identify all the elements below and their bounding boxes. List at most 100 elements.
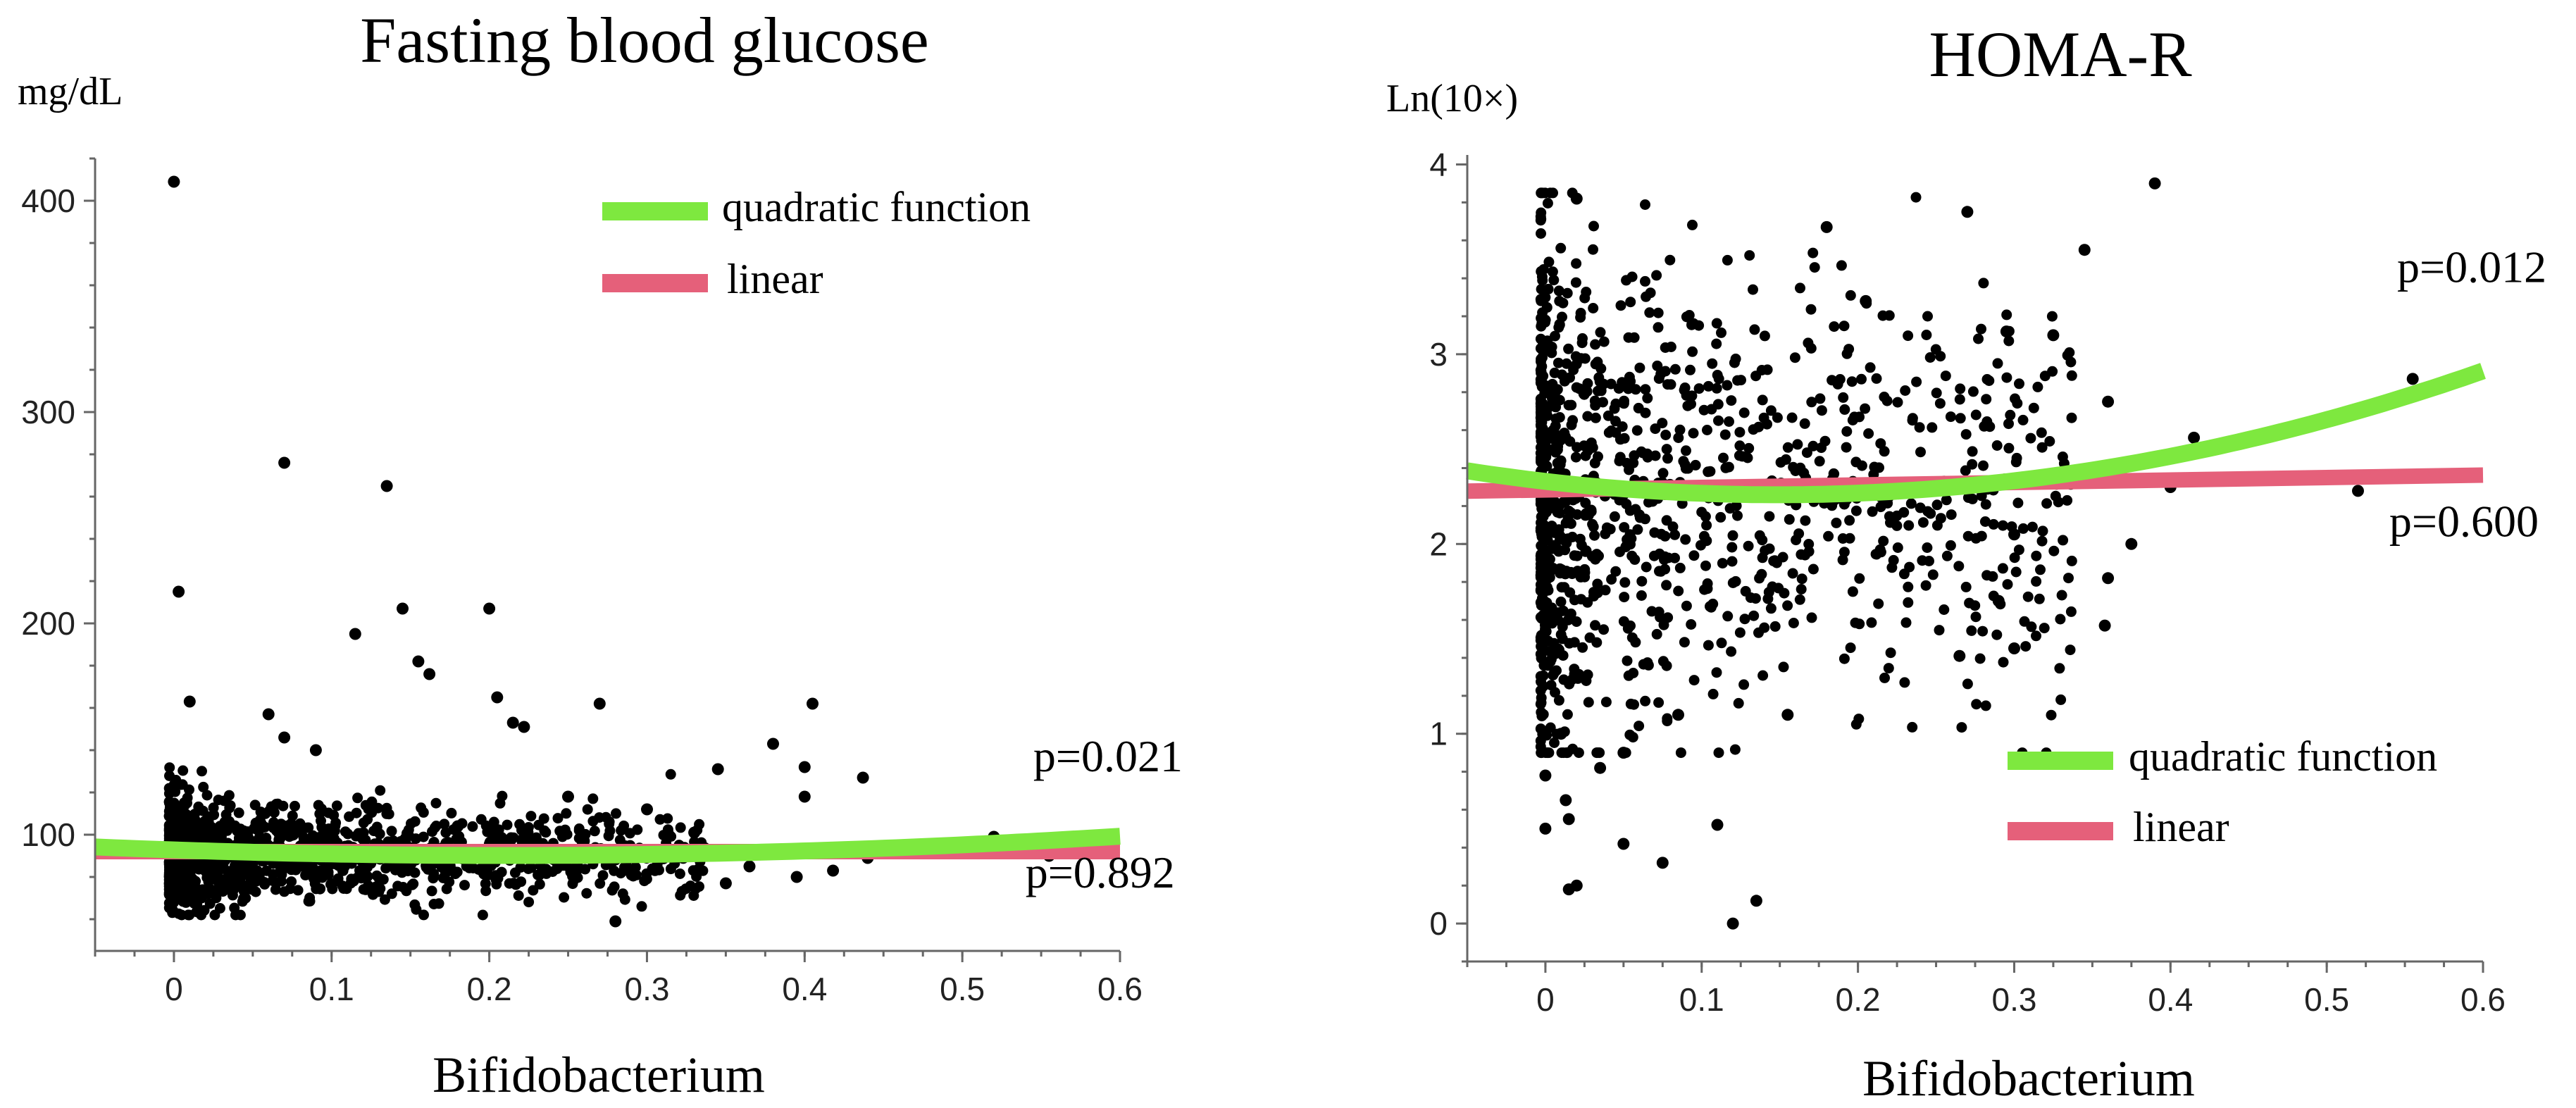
data-point: [1930, 344, 1941, 355]
data-point: [1686, 399, 1696, 410]
data-point: [1841, 348, 1853, 359]
data-point: [1553, 546, 1564, 557]
data-point: [1705, 602, 1717, 613]
data-point: [1605, 378, 1617, 390]
legend: quadratic function linear: [2008, 733, 2437, 850]
y-axis-unit: mg/dL: [18, 70, 123, 113]
data-point: [193, 891, 204, 902]
data-point: [1722, 380, 1733, 391]
data-point: [366, 807, 378, 818]
data-point: [433, 898, 444, 909]
data-point: [1715, 511, 1726, 523]
data-point: [1618, 398, 1629, 409]
data-point: [164, 802, 175, 813]
data-point: [359, 871, 371, 882]
data-point: [1962, 530, 1974, 542]
data-point: [1631, 425, 1643, 436]
data-point: [1881, 395, 1893, 406]
data-point: [1844, 533, 1855, 544]
scatter-points: [1535, 177, 2419, 930]
data-point: [214, 903, 225, 914]
data-point: [1634, 721, 1645, 732]
ticks: 0 0.1 0.2 0.3 0.4 0.5 0.6 100 200 300 400: [21, 157, 1143, 1007]
data-point: [688, 826, 701, 839]
data-point: [506, 832, 516, 843]
data-point: [1827, 375, 1838, 386]
data-point: [163, 788, 175, 799]
data-point: [1661, 515, 1672, 526]
data-point: [711, 763, 724, 776]
data-point: [1570, 879, 1583, 892]
data-point: [1898, 506, 1910, 518]
data-point: [2020, 641, 2031, 652]
data-point: [1581, 287, 1592, 297]
data-point: [1569, 637, 1580, 648]
data-point: [379, 894, 390, 905]
data-point: [1690, 459, 1701, 471]
data-point: [1688, 675, 1700, 686]
x-axis-label: Bifidobacterium: [1862, 1050, 2195, 1107]
data-point: [662, 824, 673, 835]
data-point: [392, 880, 404, 892]
data-point: [1545, 722, 1556, 733]
data-point: [412, 655, 425, 668]
data-point: [1733, 697, 1744, 709]
data-point: [439, 818, 450, 830]
data-point: [1600, 697, 1612, 708]
data-point: [1707, 688, 1719, 699]
data-point: [1935, 513, 1946, 524]
data-point: [235, 909, 246, 921]
data-point: [694, 818, 705, 830]
data-point: [636, 901, 647, 912]
data-point: [2102, 395, 2115, 408]
data-point: [1910, 192, 1922, 203]
data-point: [1892, 397, 1903, 408]
data-point: [1768, 555, 1779, 566]
data-point: [1554, 645, 1564, 655]
data-point: [1541, 559, 1553, 570]
data-point: [1772, 412, 1783, 423]
data-point: [688, 890, 699, 901]
data-point: [201, 790, 213, 801]
data-point: [174, 870, 185, 881]
data-point: [857, 771, 869, 784]
data-point: [228, 885, 239, 896]
data-point: [1786, 412, 1798, 423]
data-point: [552, 813, 564, 824]
data-point: [1535, 685, 1546, 696]
data-point: [1736, 375, 1746, 386]
data-point: [1903, 520, 1915, 531]
data-point: [1622, 458, 1633, 468]
data-point: [1570, 452, 1581, 463]
y-tick-label: 2: [1429, 525, 1448, 562]
data-point: [263, 805, 275, 816]
x-tick-label: 0: [1536, 981, 1555, 1018]
data-point: [1718, 452, 1729, 463]
data-point: [1581, 386, 1593, 397]
data-point: [1888, 554, 1899, 566]
p-value-annotations: p=0.012 p=0.600: [2389, 242, 2546, 547]
data-point: [619, 894, 630, 905]
data-point: [1782, 442, 1793, 453]
data-point: [1955, 383, 1966, 394]
data-point: [1885, 647, 1896, 659]
data-point: [198, 831, 209, 842]
data-point: [2098, 619, 2111, 632]
data-point: [593, 697, 606, 710]
data-point: [1757, 670, 1769, 681]
data-point: [1653, 322, 1664, 333]
y-tick-label: 100: [21, 816, 75, 853]
data-point: [674, 869, 685, 879]
data-point: [287, 830, 299, 841]
data-point: [1626, 550, 1638, 561]
data-point: [1555, 563, 1565, 574]
data-point: [1572, 566, 1583, 577]
data-point: [1879, 672, 1890, 683]
data-point: [1967, 446, 1978, 457]
data-point: [1535, 611, 1546, 623]
data-point: [1621, 275, 1632, 286]
data-point: [680, 883, 692, 895]
data-point: [1553, 615, 1564, 626]
data-point: [1688, 550, 1700, 561]
